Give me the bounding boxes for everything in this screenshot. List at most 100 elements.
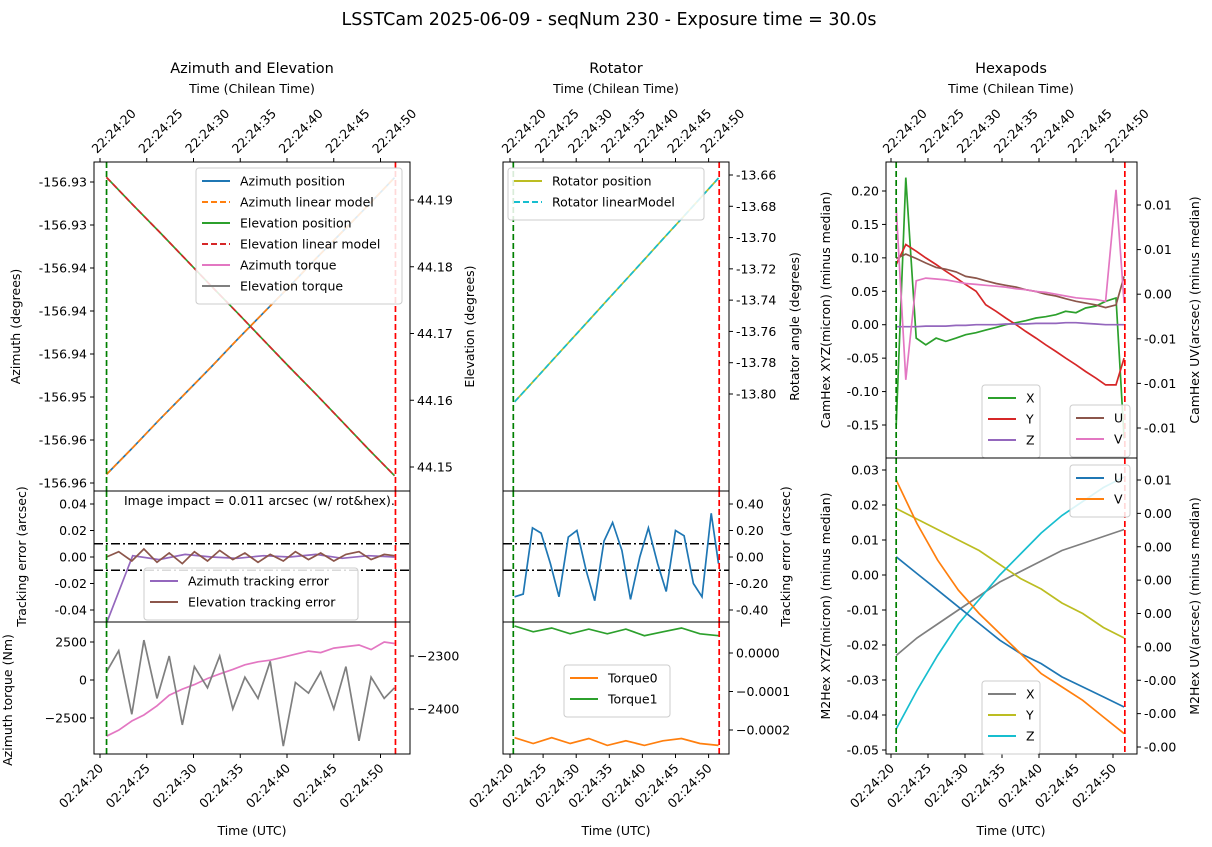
x-tick-label: 02:24:40 [243, 760, 293, 810]
x-axis-label: Time (UTC) [975, 823, 1045, 838]
y-tick-label: 0.03 [851, 463, 879, 478]
y-tick-label: 0.00 [851, 317, 879, 332]
legend-label: Z [1026, 729, 1035, 744]
y-right-tick-label: −0.0001 [736, 684, 790, 699]
y-right-tick-label: -13.72 [736, 261, 776, 276]
chart-title: Hexapods [975, 61, 1047, 77]
y-tick-label: 0.15 [851, 217, 879, 232]
y-right-axis-label: Tracking error (arcsec) [778, 486, 793, 627]
top-tick-label: 22:24:40 [276, 106, 326, 156]
y-right-tick-label: -0.01 [1144, 421, 1176, 436]
y-right-tick-label: 0.0000 [736, 646, 780, 661]
figure-title: LSSTCam 2025-06-09 - seqNum 230 - Exposu… [342, 10, 877, 30]
axes-frame [502, 621, 730, 755]
legend-frame [195, 167, 403, 305]
series-line-y [895, 243, 1125, 386]
legend-label: Azimuth linear model [240, 195, 374, 210]
x-axis-label: Time (UTC) [216, 823, 286, 838]
y-right-tick-label: -0.00 [1144, 706, 1176, 721]
series-line-v [895, 189, 1125, 380]
top-axis-label: Time (Chilean Time) [552, 81, 679, 96]
y-right-tick-label: 44.18 [417, 259, 453, 274]
x-tick-label: 02:24:25 [103, 761, 153, 811]
series-line-elevation-linear-model [105, 176, 396, 477]
series-line-torque0 [514, 736, 719, 747]
legend: XYZ [981, 680, 1041, 755]
y-right-tick-label: 44.17 [417, 326, 453, 341]
y-right-tick-label: -13.74 [736, 293, 776, 308]
y-tick-label: 0.00 [851, 568, 879, 583]
y-axis-label: Tracking error (arcsec) [14, 486, 29, 627]
y-tick-label: -156.93 [39, 175, 87, 190]
y-tick-label: -0.15 [847, 418, 879, 433]
chart-title: Azimuth and Elevation [170, 61, 334, 77]
y-right-tick-label: -0.20 [736, 576, 768, 591]
y-right-tick-label: 44.16 [417, 393, 453, 408]
legend: Torque0 Torque1 [563, 664, 671, 718]
y-tick-label: 0.00 [59, 550, 87, 565]
y-tick-label: -156.96 [39, 433, 87, 448]
legend-label: U [1114, 411, 1123, 426]
top-tick-label: 22:24:30 [182, 106, 232, 156]
y-right-axis-label: Elevation (degrees) [462, 265, 477, 387]
y-tick-label: 0.04 [59, 497, 87, 512]
y-tick-label: -0.04 [55, 603, 87, 618]
legend-label: U [1114, 471, 1123, 486]
axes-frame [93, 621, 411, 755]
legend-label: Azimuth tracking error [188, 574, 330, 589]
y-right-tick-label: 0.00 [1144, 287, 1172, 302]
panel-1-1: 0.40 0.20 0.00 -0.20 -0.40 Tracking error (ar… [502, 486, 793, 628]
legend-label: X [1026, 687, 1035, 702]
y-right-tick-label: 44.15 [417, 460, 453, 475]
y-tick-label: 0.10 [851, 250, 879, 265]
y-right-tick-label: 0.00 [1144, 573, 1172, 588]
legend-label: Elevation position [240, 216, 352, 231]
y-axis-label: CamHex XYZ(micron) (minus median) [818, 192, 833, 429]
y-tick-label: 0.01 [851, 533, 879, 548]
y-right-tick-label: −2300 [417, 649, 459, 664]
series-line-u [895, 253, 1125, 309]
series-line-elevation-tracking-error [106, 547, 395, 565]
y-tick-label: 0.05 [851, 284, 879, 299]
legend-label: V [1114, 492, 1123, 507]
y-right-tick-label: -0.00 [1144, 740, 1176, 755]
panel-1-0: -13.66 -13.68 -13.70 -13.72 -13.74 -13.76 -13.… [502, 161, 802, 492]
y-tick-label: -156.94 [39, 347, 87, 362]
legend-label: Y [1025, 412, 1034, 427]
y-axis-label: Azimuth torque (Nm) [0, 634, 15, 766]
panel-0-0: -156.93 -156.93 -156.94 -156.94 -156.94 -156.… [8, 161, 477, 492]
y-right-tick-label: 0.40 [736, 497, 764, 512]
x-tick-label: 02:24:50 [336, 760, 386, 810]
legend: UV [1069, 464, 1131, 518]
plot-area [512, 622, 721, 754]
y-right-tick-label: 0.00 [1144, 539, 1172, 554]
top-tick-label: 22:24:25 [135, 106, 185, 156]
legend-label: Torque0 [607, 671, 658, 686]
y-tick-label: 0.02 [59, 523, 87, 538]
panel-2-0: 0.20 0.15 0.10 0.05 0.00 -0.05 -0.10 -0.15 0.01 0… [818, 161, 1202, 459]
y-right-tick-label: 0.00 [1144, 639, 1172, 654]
legend-label: Elevation torque [240, 279, 343, 294]
legend-label: Azimuth torque [240, 258, 337, 273]
plot-area [503, 491, 729, 622]
legend-label: Azimuth position [240, 174, 345, 189]
top-tick-label: 22:24:20 [89, 106, 139, 156]
y-right-tick-label: 0.01 [1144, 473, 1172, 488]
plot-area [895, 162, 1126, 458]
y-right-tick-label: 0.00 [736, 550, 764, 565]
panel-1-2: 0.0000 −0.0001 −0.0002 Torque0 Torque1 [502, 621, 790, 755]
y-right-tick-label: -0.40 [736, 603, 768, 618]
y-right-axis-label: Rotator angle (degrees) [787, 252, 802, 401]
series-line-tracking-error [514, 513, 720, 601]
y-right-tick-label: -13.68 [736, 199, 776, 214]
y-tick-label: -0.10 [847, 384, 879, 399]
y-tick-label: -0.02 [55, 576, 87, 591]
y-right-tick-label: -13.66 [736, 168, 776, 183]
y-right-tick-label: 0.01 [1144, 242, 1172, 257]
y-right-tick-label: 0.00 [1144, 606, 1172, 621]
y-right-tick-label: -0.00 [1144, 673, 1176, 688]
chart-title: Rotator [589, 61, 642, 77]
